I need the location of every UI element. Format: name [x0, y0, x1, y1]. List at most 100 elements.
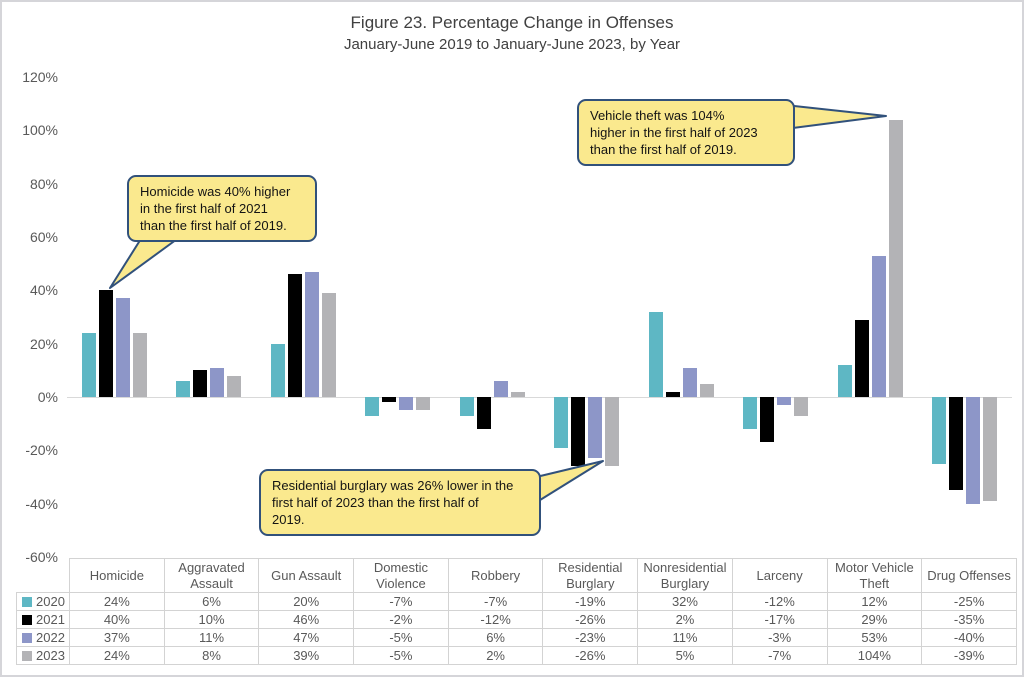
bar-group-nonresidential-burglary — [634, 77, 729, 557]
bar-2020-robbery — [459, 397, 474, 416]
legend-swatch-2022 — [22, 633, 32, 643]
callout-homicide: Homicide was 40% higher in the first hal… — [127, 175, 317, 242]
bar-2023-domestic-violence — [416, 397, 431, 411]
column-header-domestic-violence: Domestic Violence — [353, 558, 449, 593]
bar-2022-robbery — [493, 381, 508, 397]
cell-2023-drug-offenses: -39% — [921, 646, 1017, 665]
cell-2023-residential-burglary: -26% — [542, 646, 639, 665]
plot-area — [67, 77, 1012, 557]
cell-2021-domestic-violence: -2% — [353, 610, 449, 629]
y-axis-tick--40: -40% — [25, 495, 58, 512]
cell-2023-aggravated-assault: 8% — [163, 646, 260, 665]
bar-2020-gun-assault — [270, 343, 285, 397]
cell-2021-motor-vehicle-theft: 29% — [826, 610, 923, 629]
cell-2022-residential-burglary: -23% — [542, 628, 639, 647]
y-axis-tick--20: -20% — [25, 442, 58, 459]
bar-2023-nonresidential-burglary — [699, 383, 714, 397]
table-row-2021: 2021 40% 10% 46% -2% -12% -26% 2% -17% 29% -35% — [16, 610, 1017, 629]
bar-group-aggravated-assault — [162, 77, 257, 557]
cell-2023-domestic-violence: -5% — [353, 646, 449, 665]
cell-2023-nonresidential-burglary: 5% — [637, 646, 733, 665]
bar-2020-motor-vehicle-theft — [837, 365, 852, 397]
column-header-motor-vehicle-theft: Motor Vehicle Theft — [826, 558, 923, 593]
bar-2020-drug-offenses — [932, 397, 947, 464]
y-axis-tick-40: 40% — [29, 282, 58, 299]
chart-subtitle: January-June 2019 to January-June 2023, … — [343, 36, 681, 53]
bar-2021-robbery — [476, 397, 491, 429]
bar-2022-larceny — [777, 397, 792, 405]
cell-2023-homicide: 24% — [69, 646, 165, 665]
bar-2022-residential-burglary — [588, 397, 603, 459]
cell-2021-gun-assault: 46% — [258, 610, 355, 629]
cell-2022-domestic-violence: -5% — [353, 628, 449, 647]
zero-baseline — [67, 397, 1012, 398]
bar-2021-domestic-violence — [382, 397, 397, 403]
bar-2020-larceny — [743, 397, 758, 429]
cell-2020-homicide: 24% — [69, 592, 165, 611]
bar-group-gun-assault — [256, 77, 351, 557]
cell-2020-motor-vehicle-theft: 12% — [826, 592, 923, 611]
bar-2022-drug-offenses — [966, 397, 981, 504]
callout-residential-burglary: Residential burglary was 26% lower in th… — [259, 469, 541, 536]
bar-2023-aggravated-assault — [227, 375, 242, 397]
bar-2021-homicide — [98, 290, 113, 397]
y-axis-tick-120: 120% — [22, 69, 58, 85]
bar-2020-nonresidential-burglary — [648, 311, 663, 397]
legend-2022: 2022 — [16, 628, 70, 647]
bar-2023-motor-vehicle-theft — [888, 119, 903, 397]
cell-2023-larceny: -7% — [731, 646, 828, 665]
cell-2020-nonresidential-burglary: 32% — [637, 592, 733, 611]
cell-2020-robbery: -7% — [447, 592, 544, 611]
cell-2022-gun-assault: 47% — [258, 628, 355, 647]
bar-2020-residential-burglary — [554, 397, 569, 448]
bar-2023-gun-assault — [321, 293, 336, 397]
bar-2022-gun-assault — [304, 271, 319, 397]
cell-2021-nonresidential-burglary: 2% — [637, 610, 733, 629]
data-table: Homicide Aggravated Assault Gun Assault Dom… — [16, 558, 1017, 665]
cell-2023-robbery: 2% — [447, 646, 544, 665]
cell-2021-residential-burglary: -26% — [542, 610, 639, 629]
bar-2021-aggravated-assault — [193, 370, 208, 397]
bar-group-residential-burglary — [540, 77, 635, 557]
legend-swatch-2023 — [22, 651, 32, 661]
cell-2020-gun-assault: 20% — [258, 592, 355, 611]
bar-2023-residential-burglary — [605, 397, 620, 467]
bar-group-larceny — [729, 77, 824, 557]
table-row-2023: 2023 24% 8% 39% -5% 2% -26% 5% -7% 104% -39% — [16, 646, 1017, 665]
column-header-drug-offenses: Drug Offenses — [921, 558, 1017, 593]
bar-group-drug-offenses — [918, 77, 1013, 557]
y-axis-tick-20: 20% — [29, 335, 58, 352]
bar-2022-homicide — [115, 298, 130, 397]
cell-2022-aggravated-assault: 11% — [163, 628, 260, 647]
column-header-residential-burglary: Residential Burglary — [542, 558, 639, 593]
cell-2020-aggravated-assault: 6% — [163, 592, 260, 611]
table-row-2020: 2020 24% 6% 20% -7% -7% -19% 32% -12% 12% -25% — [16, 592, 1017, 611]
bar-2020-aggravated-assault — [176, 381, 191, 397]
bar-group-motor-vehicle-theft — [823, 77, 918, 557]
column-header-robbery: Robbery — [447, 558, 544, 593]
table-corner-cell — [17, 559, 70, 593]
bar-2021-motor-vehicle-theft — [854, 319, 869, 397]
bar-2022-domestic-violence — [399, 397, 414, 411]
cell-2022-motor-vehicle-theft: 53% — [826, 628, 923, 647]
column-header-gun-assault: Gun Assault — [258, 558, 355, 593]
y-axis-tick-80: 80% — [29, 175, 58, 192]
cell-2023-gun-assault: 39% — [258, 646, 355, 665]
cell-2021-robbery: -12% — [447, 610, 544, 629]
cell-2021-drug-offenses: -35% — [921, 610, 1017, 629]
cell-2021-aggravated-assault: 10% — [163, 610, 260, 629]
cell-2020-domestic-violence: -7% — [353, 592, 449, 611]
bar-2022-nonresidential-burglary — [682, 367, 697, 397]
bar-2023-robbery — [510, 391, 525, 397]
column-header-nonresidential-burglary: Nonresidential Burglary — [637, 558, 733, 593]
bar-2022-motor-vehicle-theft — [871, 255, 886, 397]
legend-swatch-2020 — [22, 597, 32, 607]
cell-2020-residential-burglary: -19% — [542, 592, 639, 611]
bar-2021-drug-offenses — [949, 397, 964, 491]
y-axis-tick--60: -60% — [25, 549, 58, 565]
cell-2022-larceny: -3% — [731, 628, 828, 647]
cell-2022-nonresidential-burglary: 11% — [637, 628, 733, 647]
table-row-2022: 2022 37% 11% 47% -5% 6% -23% 11% -3% 53% -40% — [16, 628, 1017, 647]
bar-2021-nonresidential-burglary — [665, 391, 680, 397]
